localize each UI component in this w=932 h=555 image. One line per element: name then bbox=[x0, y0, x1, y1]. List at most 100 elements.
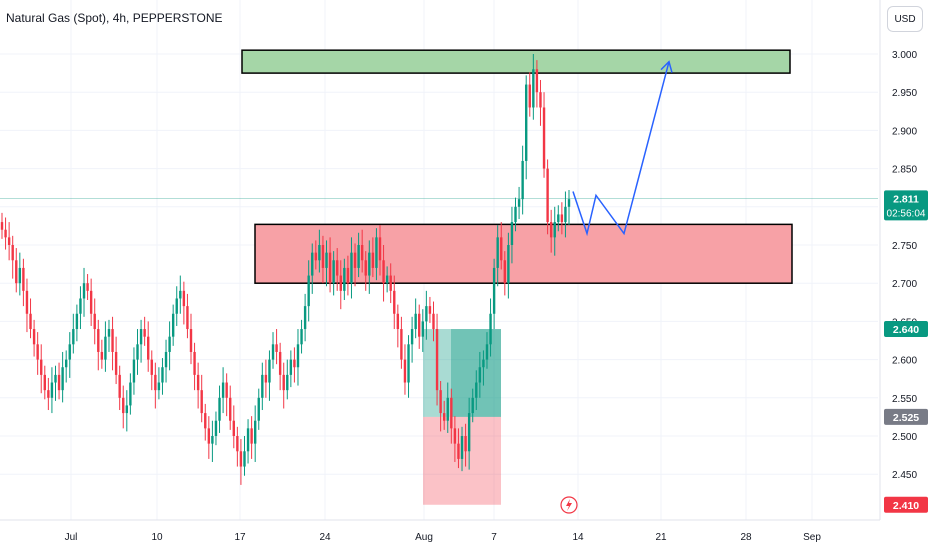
candle-body bbox=[396, 313, 400, 330]
candle-body bbox=[535, 69, 539, 93]
price-labels: 2.811 02:56:04 2.640 2.525 2.410 bbox=[884, 190, 928, 513]
candle-body bbox=[318, 245, 321, 261]
candle-body bbox=[414, 313, 417, 330]
candle-body bbox=[61, 367, 64, 391]
candle-body bbox=[475, 382, 478, 398]
candle-body bbox=[200, 390, 203, 414]
candle-body bbox=[11, 245, 14, 261]
candle-body bbox=[343, 267, 346, 291]
candle-body bbox=[528, 84, 531, 108]
lightning-bolt bbox=[566, 499, 572, 511]
candle-body bbox=[250, 428, 253, 444]
candle-body bbox=[489, 313, 492, 345]
candle-body bbox=[546, 168, 549, 223]
candle-body bbox=[314, 252, 318, 261]
candle-body bbox=[125, 405, 129, 414]
candle-body bbox=[54, 374, 57, 383]
candle-body bbox=[425, 306, 428, 322]
take-profit-price-label bbox=[884, 321, 928, 338]
candle-body bbox=[15, 260, 18, 284]
entry-price-value: 2.525 bbox=[893, 412, 919, 424]
candle-body bbox=[107, 329, 111, 337]
candle-body bbox=[350, 252, 353, 284]
candle-body bbox=[403, 359, 407, 383]
x-tick-label: Aug bbox=[415, 532, 433, 543]
candle-body bbox=[407, 344, 410, 383]
candle-body bbox=[22, 267, 25, 291]
candle-body bbox=[336, 260, 339, 276]
candle-body bbox=[0, 222, 4, 230]
candle-body bbox=[79, 298, 82, 314]
currency-button[interactable]: USD bbox=[887, 6, 923, 32]
candle-body bbox=[161, 367, 164, 383]
candle-body bbox=[261, 374, 264, 398]
x-tick-label: Jul bbox=[65, 532, 78, 543]
candle-body bbox=[232, 420, 235, 436]
candle-body bbox=[229, 397, 232, 421]
x-tick-label: 17 bbox=[234, 532, 246, 543]
candle-body bbox=[150, 359, 153, 375]
candle-body bbox=[400, 329, 403, 360]
candle-body bbox=[93, 313, 96, 330]
y-tick-label: 2.500 bbox=[892, 432, 917, 443]
candle-body bbox=[428, 306, 432, 314]
candle-body bbox=[435, 329, 439, 391]
candle-body bbox=[36, 344, 39, 360]
x-tick-label: 28 bbox=[740, 532, 752, 543]
projection bbox=[572, 60, 673, 237]
candle-body bbox=[143, 329, 146, 337]
candle-body bbox=[382, 260, 385, 284]
candle-body bbox=[225, 382, 228, 398]
candle-body bbox=[211, 436, 214, 444]
candle-body bbox=[104, 336, 107, 360]
candle-body bbox=[439, 390, 442, 414]
x-tick-label: 14 bbox=[572, 532, 584, 543]
candle-body bbox=[389, 275, 392, 291]
candle-body bbox=[57, 374, 61, 391]
candle-body bbox=[503, 260, 507, 284]
candle-body bbox=[460, 436, 464, 459]
candles bbox=[0, 54, 571, 485]
candle-body bbox=[257, 397, 260, 421]
y-tick-label: 3.000 bbox=[892, 50, 917, 61]
candle-body bbox=[275, 344, 278, 352]
candle-body bbox=[478, 367, 482, 383]
candle-body bbox=[432, 313, 435, 330]
candle-body bbox=[193, 351, 196, 375]
candle-body bbox=[514, 206, 517, 223]
stop-loss-price-value: 2.410 bbox=[893, 500, 919, 512]
candle-body bbox=[182, 290, 186, 307]
y-tick-label: 2.950 bbox=[892, 88, 917, 99]
candle-body bbox=[467, 413, 471, 452]
candle-body bbox=[18, 267, 22, 284]
candle-body bbox=[371, 252, 375, 268]
candle-body bbox=[303, 306, 307, 330]
candle-body bbox=[243, 451, 246, 467]
candle-body bbox=[4, 229, 7, 238]
candle-body bbox=[549, 222, 553, 238]
candle-body bbox=[157, 382, 161, 391]
candle-body bbox=[482, 359, 485, 368]
candle-body bbox=[179, 290, 182, 299]
candle-body bbox=[218, 397, 221, 421]
candle-body bbox=[136, 344, 139, 360]
y-tick-label: 2.850 bbox=[892, 165, 917, 176]
x-tick-label: Sep bbox=[803, 532, 821, 543]
candle-body bbox=[289, 359, 293, 375]
candle-body bbox=[446, 397, 449, 421]
candle-body bbox=[214, 420, 218, 436]
candle-body bbox=[175, 298, 178, 314]
candle-body bbox=[375, 237, 378, 268]
x-tick-label: 7 bbox=[491, 532, 497, 543]
candle-body bbox=[171, 313, 175, 337]
candle-body bbox=[164, 351, 168, 368]
candle-body bbox=[50, 382, 54, 398]
candle-body bbox=[557, 214, 560, 223]
candle-body bbox=[196, 374, 200, 391]
candle-body bbox=[72, 329, 75, 345]
y-tick-label: 2.900 bbox=[892, 126, 917, 137]
candle-body bbox=[236, 436, 239, 452]
candle-body bbox=[332, 260, 335, 284]
candle-body bbox=[264, 374, 268, 383]
